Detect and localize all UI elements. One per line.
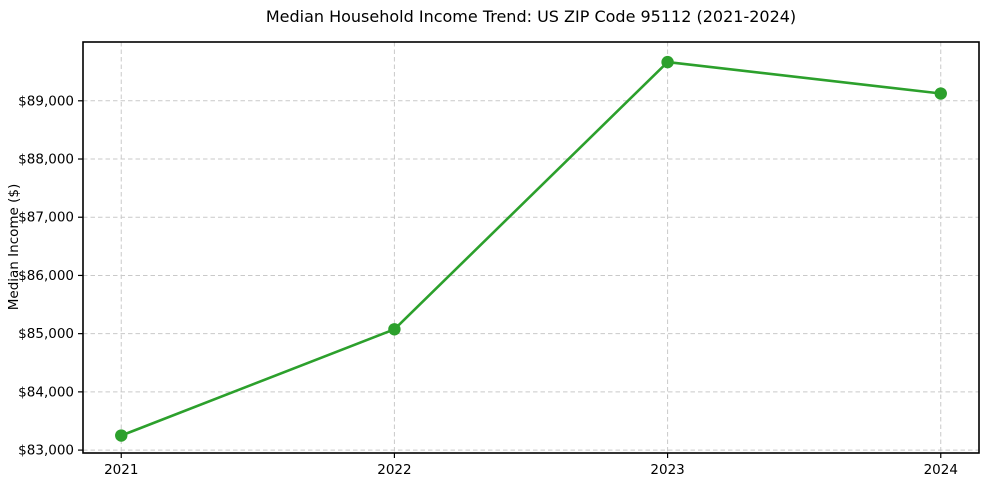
y-tick-label: $87,000: [18, 210, 74, 226]
y-tick-label: $84,000: [18, 384, 74, 400]
y-tick-label: $89,000: [18, 93, 74, 109]
x-tick-label: 2022: [377, 462, 411, 478]
data-point-2024: [934, 87, 947, 100]
chart-title: Median Household Income Trend: US ZIP Co…: [265, 7, 797, 26]
y-tick-label: $83,000: [18, 443, 74, 459]
x-tick-label: 2021: [104, 462, 138, 478]
data-point-2021: [115, 429, 128, 442]
data-point-2022: [388, 323, 401, 336]
axes-spines: [82, 41, 980, 454]
x-tick-label: 2024: [924, 462, 958, 478]
y-tick-label: $86,000: [18, 268, 74, 284]
x-tick-label: 2023: [650, 462, 684, 478]
y-tick-label: $88,000: [18, 151, 74, 167]
trend-line: [119, 60, 943, 437]
y-tick-label: $85,000: [18, 326, 74, 342]
data-point-2023: [661, 55, 674, 69]
